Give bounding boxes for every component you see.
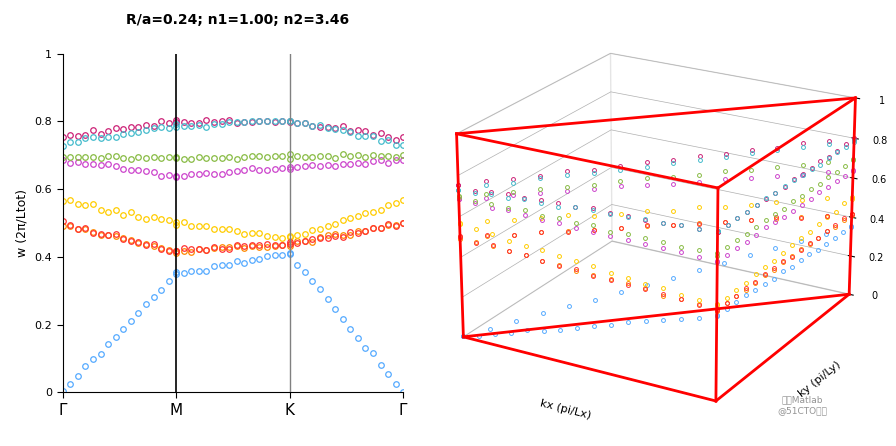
Text: R/a=0.24; n1=1.00; n2=3.46: R/a=0.24; n1=1.00; n2=3.46	[125, 13, 349, 27]
X-axis label: kx (pi/Lx): kx (pi/Lx)	[539, 398, 592, 421]
Text: 天天Matlab
@51CTO博客: 天天Matlab @51CTO博客	[777, 396, 827, 415]
Y-axis label: ky (pi/Ly): ky (pi/Ly)	[797, 359, 842, 399]
Y-axis label: w (2π/Ltot): w (2π/Ltot)	[16, 189, 29, 257]
